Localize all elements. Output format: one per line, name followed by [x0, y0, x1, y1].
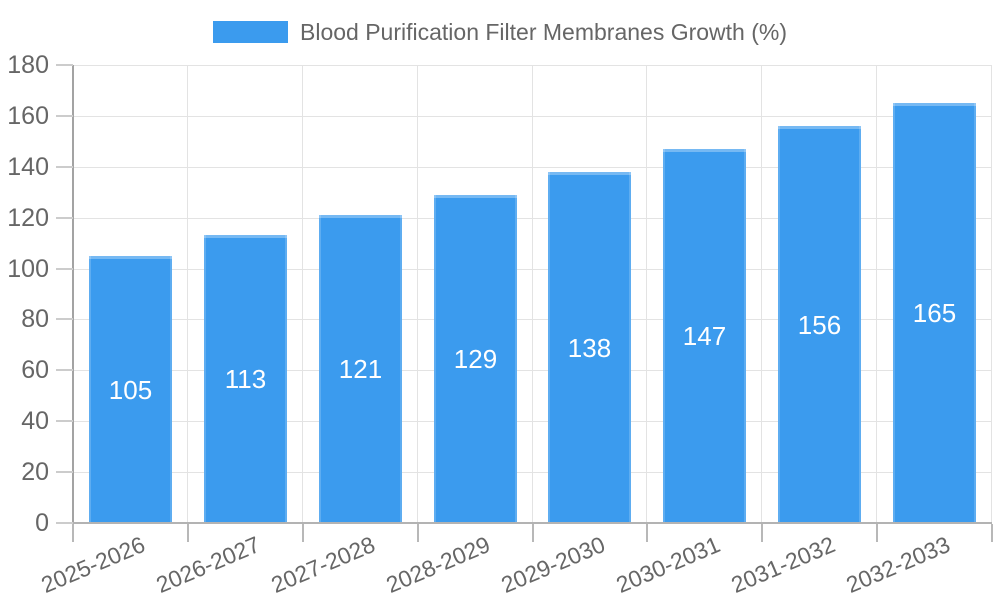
- bar-value-label: 156: [797, 309, 842, 340]
- x-tick-mark: [187, 524, 189, 542]
- x-tick-mark: [991, 524, 993, 542]
- bar-value-label: 105: [108, 374, 153, 405]
- bar-2029-2030[interactable]: 138: [548, 172, 631, 523]
- x-tick-mark: [761, 524, 763, 542]
- y-tick-mark: [56, 268, 73, 270]
- x-gridline: [876, 65, 877, 523]
- bar-2027-2028[interactable]: 121: [319, 215, 402, 523]
- bar-value-label: 129: [453, 344, 498, 374]
- bar-2032-2033[interactable]: 165: [893, 103, 976, 523]
- x-tick-mark: [302, 524, 304, 542]
- x-axis-label: 2027-2028: [267, 531, 379, 598]
- y-tick-mark: [56, 166, 73, 168]
- y-axis-label: 180: [7, 51, 49, 79]
- x-gridline: [646, 65, 647, 523]
- legend-swatch: [213, 21, 288, 43]
- y-axis-label: 160: [7, 102, 49, 130]
- x-axis-label: 2030-2031: [612, 531, 724, 598]
- y-tick-mark: [56, 217, 73, 219]
- bar-value-label: 165: [912, 298, 957, 328]
- y-axis-label: 60: [21, 356, 49, 384]
- y-tick-mark: [56, 318, 73, 320]
- y-axis-label: 40: [21, 407, 49, 435]
- y-axis-label: 0: [35, 509, 49, 537]
- bar-2031-2032[interactable]: 156: [778, 126, 861, 523]
- x-axis-label: 2025-2026: [37, 531, 149, 598]
- bar-value-label: 121: [338, 354, 383, 384]
- y-axis-label: 20: [21, 458, 49, 486]
- y-tick-mark: [56, 369, 73, 371]
- x-gridline: [991, 65, 992, 523]
- chart-legend[interactable]: Blood Purification Filter Membranes Grow…: [0, 18, 1000, 45]
- x-tick-mark: [532, 524, 534, 542]
- bar-value-label: 147: [682, 321, 727, 351]
- y-axis-label: 140: [7, 153, 49, 181]
- x-gridline: [417, 65, 418, 523]
- bar-value-label: 138: [567, 332, 612, 363]
- x-axis-label: 2026-2027: [152, 531, 264, 598]
- y-axis-line: [72, 65, 74, 523]
- x-gridline: [187, 65, 188, 523]
- bar-2030-2031[interactable]: 147: [663, 149, 746, 523]
- x-tick-mark: [417, 524, 419, 542]
- x-axis-label: 2029-2030: [497, 531, 609, 598]
- x-axis-label: 2032-2033: [842, 531, 954, 598]
- y-tick-mark: [56, 115, 73, 117]
- x-axis-label: 2031-2032: [727, 531, 839, 598]
- y-axis-label: 80: [21, 305, 49, 333]
- x-axis-label: 2028-2029: [382, 531, 494, 598]
- x-gridline: [302, 65, 303, 523]
- x-tick-mark: [646, 524, 648, 542]
- y-axis-label: 120: [7, 204, 49, 232]
- x-tick-mark: [876, 524, 878, 542]
- bar-2026-2027[interactable]: 113: [204, 235, 287, 523]
- y-tick-mark: [56, 64, 73, 66]
- x-gridline: [761, 65, 762, 523]
- y-axis-label: 100: [7, 255, 49, 283]
- bar-2028-2029[interactable]: 129: [434, 195, 517, 523]
- bar-value-label: 113: [224, 364, 267, 394]
- x-gridline: [532, 65, 533, 523]
- bar-2025-2026[interactable]: 105: [89, 256, 172, 523]
- x-axis-line: [73, 522, 992, 524]
- y-tick-mark: [56, 420, 73, 422]
- plot-area: 105 113 121 129 138 147 156 165: [73, 65, 992, 523]
- x-tick-mark: [72, 524, 74, 542]
- legend-label: Blood Purification Filter Membranes Grow…: [300, 18, 787, 45]
- y-tick-mark: [56, 471, 73, 473]
- y-tick-mark: [56, 522, 73, 524]
